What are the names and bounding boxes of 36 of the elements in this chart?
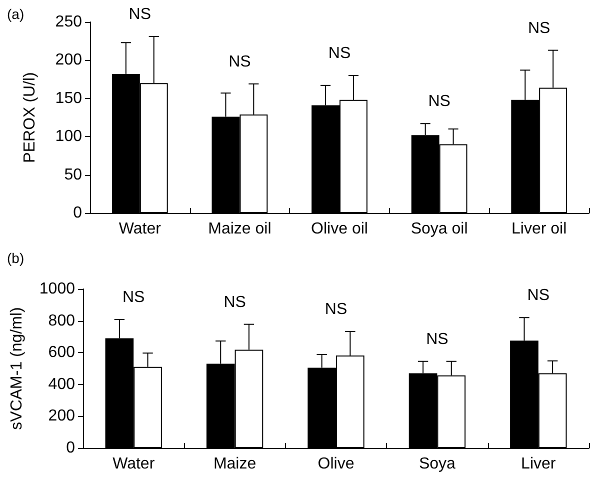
annotation: NS <box>324 300 348 318</box>
annotation: NS <box>528 20 550 37</box>
annotation: NS <box>122 289 145 306</box>
y-axis-title: sVCAM-1 (ng/ml) <box>8 307 26 430</box>
x-tick-label: Soya oil <box>410 220 468 238</box>
x-tick-label: Liver <box>521 456 556 472</box>
y-axis-title: PEROX (U/l) <box>22 72 38 163</box>
annotation: NS <box>428 93 450 110</box>
y-tick-label: 0 <box>66 440 76 456</box>
y-tick-label: 50 <box>64 166 82 184</box>
annotation: NS <box>224 294 246 311</box>
x-tick-label: Liver oil <box>512 220 567 238</box>
annotation: NS <box>527 287 550 304</box>
y-tick-label: 200 <box>55 52 82 69</box>
y-tick-label: 0 <box>73 204 82 222</box>
chart-title: (a) <box>7 6 24 22</box>
y-tick-label: 250 <box>55 14 82 30</box>
annotation: NS <box>228 53 251 70</box>
y-tick-label: 800 <box>48 312 76 330</box>
x-tick-label: Olive oil <box>311 220 368 238</box>
x-tick-label: Olive <box>318 456 354 472</box>
annotation: NS <box>426 330 448 348</box>
annotation: NS <box>328 44 351 62</box>
y-tick-label: 200 <box>48 408 76 425</box>
x-tick-label: Maize oil <box>208 220 272 238</box>
annotation: NS <box>128 6 152 24</box>
y-tick-label: 1000 <box>39 280 76 298</box>
x-tick-label: Maize <box>213 456 256 472</box>
y-tick-label: 150 <box>55 90 82 107</box>
chart-title: (b) <box>7 250 24 266</box>
x-tick-label: Soya <box>418 456 456 472</box>
x-tick-label: Water <box>112 456 156 472</box>
y-tick-label: 600 <box>48 344 76 362</box>
x-tick-label: Water <box>118 220 162 238</box>
y-tick-label: 100 <box>55 128 82 146</box>
y-tick-label: 400 <box>48 376 76 393</box>
